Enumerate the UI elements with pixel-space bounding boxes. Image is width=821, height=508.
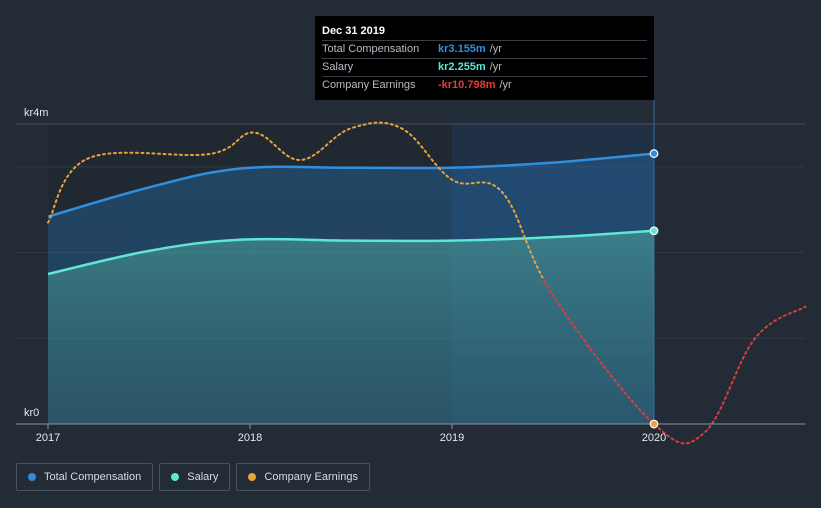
tooltip-unit: /yr <box>489 43 502 55</box>
legend-label: Total Compensation <box>44 471 142 483</box>
line-total-compensation <box>47 152 655 218</box>
legend-dot-icon <box>171 473 180 481</box>
tooltip-date: Dec 31 2019 <box>322 25 385 37</box>
chart: 2017 2018 2019 2020 kr4m kr0 <box>16 100 807 445</box>
legend-label: Salary <box>187 471 219 483</box>
line-company-earnings <box>47 121 545 279</box>
end-marker-total-compensation <box>649 149 659 158</box>
x-tick-label: 2018 <box>238 432 262 444</box>
tooltip-unit: /yr <box>489 61 502 73</box>
tooltip-label: Company Earnings <box>322 79 416 91</box>
x-tick-label: 2017 <box>36 432 60 444</box>
tooltip-value: -kr10.798m <box>438 79 496 91</box>
legend-item-company-earnings[interactable]: Company Earnings <box>236 463 370 491</box>
legend-item-total-compensation[interactable]: Total Compensation <box>16 463 154 491</box>
tooltip-value: kr3.155m <box>438 43 486 55</box>
tooltip: Dec 31 2019 Total Compensation kr3.155m … <box>315 16 654 100</box>
tooltip-row-earnings: Company Earnings -kr10.798m /yr <box>322 76 647 94</box>
area-salary <box>48 230 654 424</box>
y-top-label: kr4m <box>24 107 48 119</box>
line-salary <box>47 229 655 276</box>
tooltip-row-total: Total Compensation kr3.155m /yr <box>322 40 647 58</box>
y-bottom-label: kr0 <box>24 407 39 419</box>
tooltip-unit: /yr <box>499 79 512 91</box>
legend-dot-icon <box>248 473 257 481</box>
end-marker-company-earnings <box>649 419 659 429</box>
tooltip-value: kr2.255m <box>438 61 486 73</box>
legend: Total Compensation Salary Company Earnin… <box>16 463 370 491</box>
end-marker-salary <box>649 226 659 236</box>
legend-item-salary[interactable]: Salary <box>159 463 231 491</box>
tooltip-row-salary: Salary kr2.255m /yr <box>322 58 647 76</box>
tooltip-label: Salary <box>322 61 354 73</box>
x-tick-label: 2020 <box>642 432 666 444</box>
legend-label: Company Earnings <box>264 471 358 483</box>
legend-dot-icon <box>28 473 36 481</box>
tooltip-label: Total Compensation <box>322 43 420 55</box>
line-company-earnings-negative <box>541 278 807 445</box>
x-tick-label: 2019 <box>440 432 464 444</box>
